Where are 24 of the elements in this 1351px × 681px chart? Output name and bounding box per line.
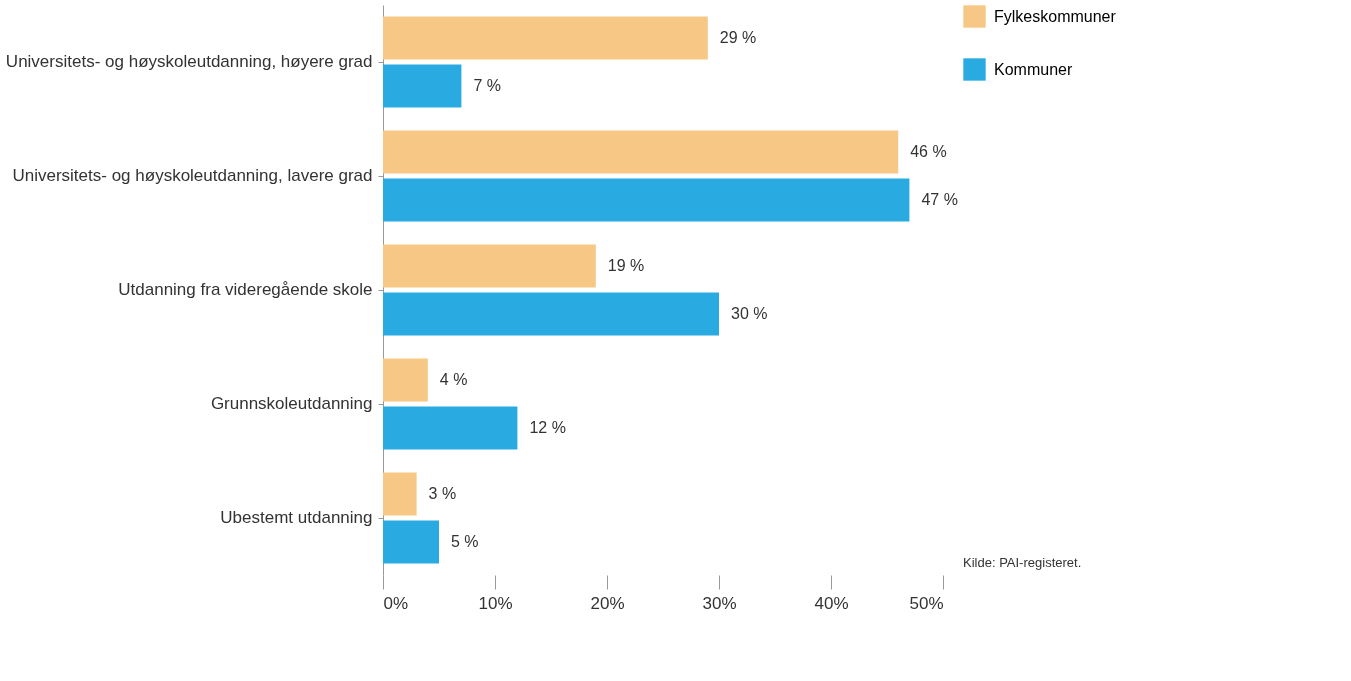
y-tick-label: Universitets- og høyskoleutdanning, lavere grad [12, 166, 373, 185]
y-tick-label: Utdanning fra videregående skole [118, 280, 373, 299]
x-tick-label: 40% [814, 593, 849, 613]
x-tick-label: 50% [909, 593, 944, 613]
x-tick-label: 30% [702, 593, 737, 613]
y-tick-label: Ubestemt utdanning [220, 508, 373, 527]
x-tick-label: 0% [383, 593, 409, 613]
text: Kilde: PAI-registeret. [963, 555, 1082, 570]
x-tick-label: 10% [478, 593, 513, 613]
data-label: 12 % [529, 419, 566, 436]
data-label: 7 % [473, 77, 501, 94]
data-label: 3 % [428, 485, 457, 502]
data-label: 19 % [607, 257, 645, 274]
data-label: 46 % [910, 143, 947, 160]
data-label: 30 % [731, 305, 768, 322]
legend-label: Fylkeskommuner [994, 7, 1117, 25]
x-tick-label: 20% [590, 593, 625, 613]
data-label: 29 % [719, 29, 757, 46]
data-label: 5 % [451, 533, 479, 550]
y-tick-label: Grunnskoleutdanning [210, 394, 373, 413]
data-label: 47 % [921, 191, 958, 208]
y-tick-label: Universitets- og høyskoleutdanning, høyere grad [5, 52, 373, 71]
legend-label: Kommuner [994, 60, 1073, 78]
data-label: 4 % [439, 371, 468, 388]
